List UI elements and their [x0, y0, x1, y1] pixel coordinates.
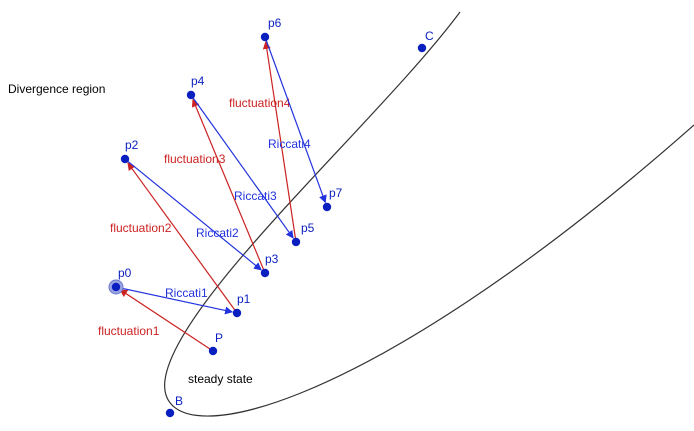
- point-label-p3: p3: [265, 252, 279, 266]
- point-p4[interactable]: [186, 90, 196, 100]
- point-p0[interactable]: [111, 282, 121, 292]
- point-B[interactable]: [165, 408, 175, 418]
- point-label-p6: p6: [268, 16, 282, 30]
- point-P[interactable]: [208, 346, 218, 356]
- arrow-fluctuation1: [119, 289, 214, 352]
- arrow-riccati1: [115, 286, 234, 315]
- arrow-fluctuation2: [127, 162, 238, 314]
- point-label-p4: p4: [191, 74, 205, 88]
- arrow-label-riccati3: Riccati3: [234, 189, 277, 203]
- point-p3[interactable]: [260, 268, 270, 278]
- point-label-p1: p1: [237, 292, 251, 306]
- point-label-p7: p7: [329, 186, 343, 200]
- point-label-C: C: [425, 29, 434, 43]
- arrow-riccati2: [124, 158, 262, 271]
- steady-state-label: steady state: [188, 372, 253, 386]
- steady-state-curve: [164, 11, 694, 417]
- point-p6[interactable]: [260, 32, 270, 42]
- point-C[interactable]: [417, 43, 427, 53]
- point-p2[interactable]: [120, 154, 130, 164]
- arrow-riccati4: [264, 36, 327, 204]
- arrow-riccati3: [190, 94, 294, 239]
- arrow-label-fluctuation3: fluctuation3: [164, 152, 226, 166]
- point-label-p2: p2: [125, 138, 139, 152]
- arrow-label-fluctuation1: fluctuation1: [98, 324, 160, 338]
- point-p5[interactable]: [291, 237, 301, 247]
- point-label-p0: p0: [118, 266, 132, 280]
- arrow-fluctuation3: [191, 98, 266, 274]
- arrow-fluctuation4: [262, 40, 297, 243]
- point-p7[interactable]: [322, 202, 332, 212]
- point-label-P: P: [215, 331, 223, 345]
- arrow-label-riccati2: Riccati2: [196, 226, 239, 240]
- arrow-label-riccati4: Riccati4: [268, 137, 311, 151]
- point-label-p5: p5: [301, 221, 315, 235]
- divergence-region-label: Divergence region: [8, 82, 106, 96]
- arrow-label-riccati1: Riccati1: [165, 286, 208, 300]
- point-label-B: B: [175, 394, 183, 408]
- point-p1[interactable]: [232, 308, 242, 318]
- arrow-label-fluctuation4: fluctuation4: [229, 96, 291, 110]
- arrow-label-fluctuation2: fluctuation2: [110, 221, 172, 235]
